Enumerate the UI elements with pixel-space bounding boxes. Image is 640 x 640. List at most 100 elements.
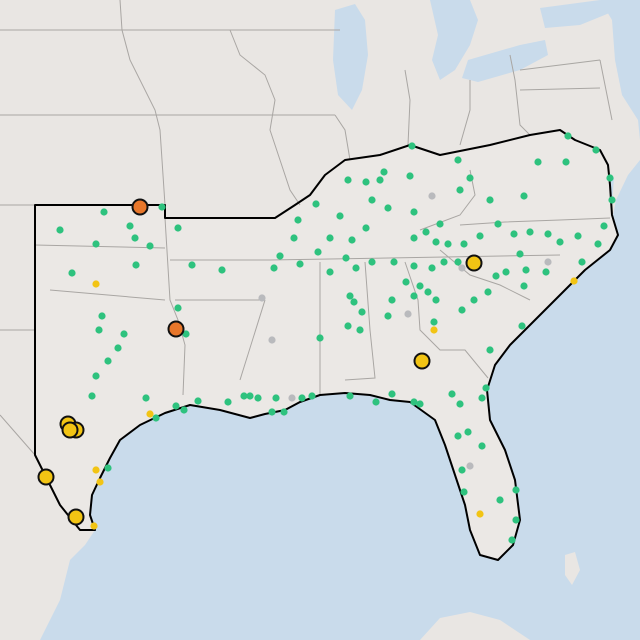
station-marker-green[interactable] [460,488,468,496]
station-marker-green[interactable] [574,232,582,240]
station-marker-green[interactable] [362,178,370,186]
station-marker-green[interactable] [454,258,462,266]
station-marker-green[interactable] [356,326,364,334]
station-marker-green[interactable] [606,174,614,182]
station-marker-green[interactable] [484,288,492,296]
station-marker-green[interactable] [246,392,254,400]
station-marker-green[interactable] [486,196,494,204]
station-marker-green[interactable] [476,232,484,240]
station-marker-green[interactable] [516,250,524,258]
station-marker-green[interactable] [460,240,468,248]
station-marker-green[interactable] [104,464,112,472]
station-marker-green[interactable] [510,230,518,238]
station-marker-green[interactable] [518,322,526,330]
station-marker-green[interactable] [372,398,380,406]
station-marker-green[interactable] [100,208,108,216]
station-marker-green[interactable] [326,234,334,242]
station-marker-green[interactable] [224,398,232,406]
station-marker-green[interactable] [296,260,304,268]
station-marker-green[interactable] [478,442,486,450]
station-marker-green[interactable] [352,264,360,272]
station-marker-green[interactable] [458,466,466,474]
station-marker-green[interactable] [344,176,352,184]
station-marker-green[interactable] [522,266,530,274]
station-marker-green[interactable] [174,224,182,232]
station-marker-green[interactable] [470,296,478,304]
station-marker-green[interactable] [276,252,284,260]
station-marker-green[interactable] [544,230,552,238]
station-marker-green[interactable] [456,400,464,408]
station-marker-green[interactable] [454,432,462,440]
station-marker-green[interactable] [448,390,456,398]
station-marker-green[interactable] [348,236,356,244]
station-marker-green[interactable] [68,269,76,277]
station-marker-green[interactable] [280,408,288,416]
station-marker-green[interactable] [270,264,278,272]
station-marker-green[interactable] [146,242,154,250]
station-marker-green[interactable] [308,392,316,400]
station-marker-green[interactable] [126,222,134,230]
station-marker-green[interactable] [384,312,392,320]
station-marker-yellow[interactable] [146,410,154,418]
station-marker-green[interactable] [131,234,139,242]
station-marker-yellow[interactable] [570,277,578,285]
station-marker-gray[interactable] [544,258,552,266]
station-marker-gray[interactable] [268,336,276,344]
station-marker-green[interactable] [502,268,510,276]
station-marker-green[interactable] [316,334,324,342]
station-marker-gray[interactable] [288,394,296,402]
station-marker-yellow[interactable] [430,326,438,334]
station-marker-green[interactable] [344,322,352,330]
station-marker-large-yellow[interactable] [37,468,55,486]
station-marker-green[interactable] [388,296,396,304]
station-marker-large-yellow[interactable] [67,508,85,526]
station-marker-green[interactable] [218,266,226,274]
station-marker-green[interactable] [298,394,306,402]
station-marker-green[interactable] [428,264,436,272]
station-marker-green[interactable] [410,208,418,216]
station-marker-green[interactable] [56,226,64,234]
station-marker-green[interactable] [608,196,616,204]
station-marker-green[interactable] [464,428,472,436]
station-marker-green[interactable] [194,397,202,405]
station-marker-green[interactable] [294,216,302,224]
station-marker-green[interactable] [436,220,444,228]
station-marker-green[interactable] [562,158,570,166]
station-marker-green[interactable] [520,282,528,290]
station-marker-green[interactable] [520,192,528,200]
station-marker-green[interactable] [508,536,516,544]
station-marker-gray[interactable] [428,192,436,200]
station-marker-green[interactable] [312,200,320,208]
station-marker-green[interactable] [594,240,602,248]
station-marker-green[interactable] [444,240,452,248]
station-marker-green[interactable] [416,282,424,290]
station-marker-green[interactable] [95,326,103,334]
station-marker-green[interactable] [152,414,160,422]
station-marker-green[interactable] [346,292,354,300]
station-marker-green[interactable] [466,174,474,182]
station-marker-gray[interactable] [458,264,466,272]
station-marker-large-yellow[interactable] [413,352,431,370]
station-marker-gray[interactable] [404,310,412,318]
station-marker-green[interactable] [182,330,190,338]
station-marker-green[interactable] [458,306,466,314]
station-marker-green[interactable] [432,238,440,246]
station-marker-green[interactable] [440,258,448,266]
station-marker-green[interactable] [120,330,128,338]
station-marker-green[interactable] [376,176,384,184]
station-marker-green[interactable] [174,304,182,312]
station-marker-green[interactable] [362,224,370,232]
station-marker-yellow[interactable] [96,478,104,486]
station-marker-green[interactable] [158,203,166,211]
station-marker-gray[interactable] [466,462,474,470]
station-marker-green[interactable] [92,372,100,380]
station-marker-green[interactable] [188,261,196,269]
station-marker-green[interactable] [432,296,440,304]
station-marker-green[interactable] [496,496,504,504]
station-marker-large-orange[interactable] [167,320,185,338]
station-marker-green[interactable] [402,278,410,286]
station-marker-green[interactable] [290,234,298,242]
station-marker-green[interactable] [350,298,358,306]
station-marker-green[interactable] [326,268,334,276]
station-marker-green[interactable] [104,357,112,365]
